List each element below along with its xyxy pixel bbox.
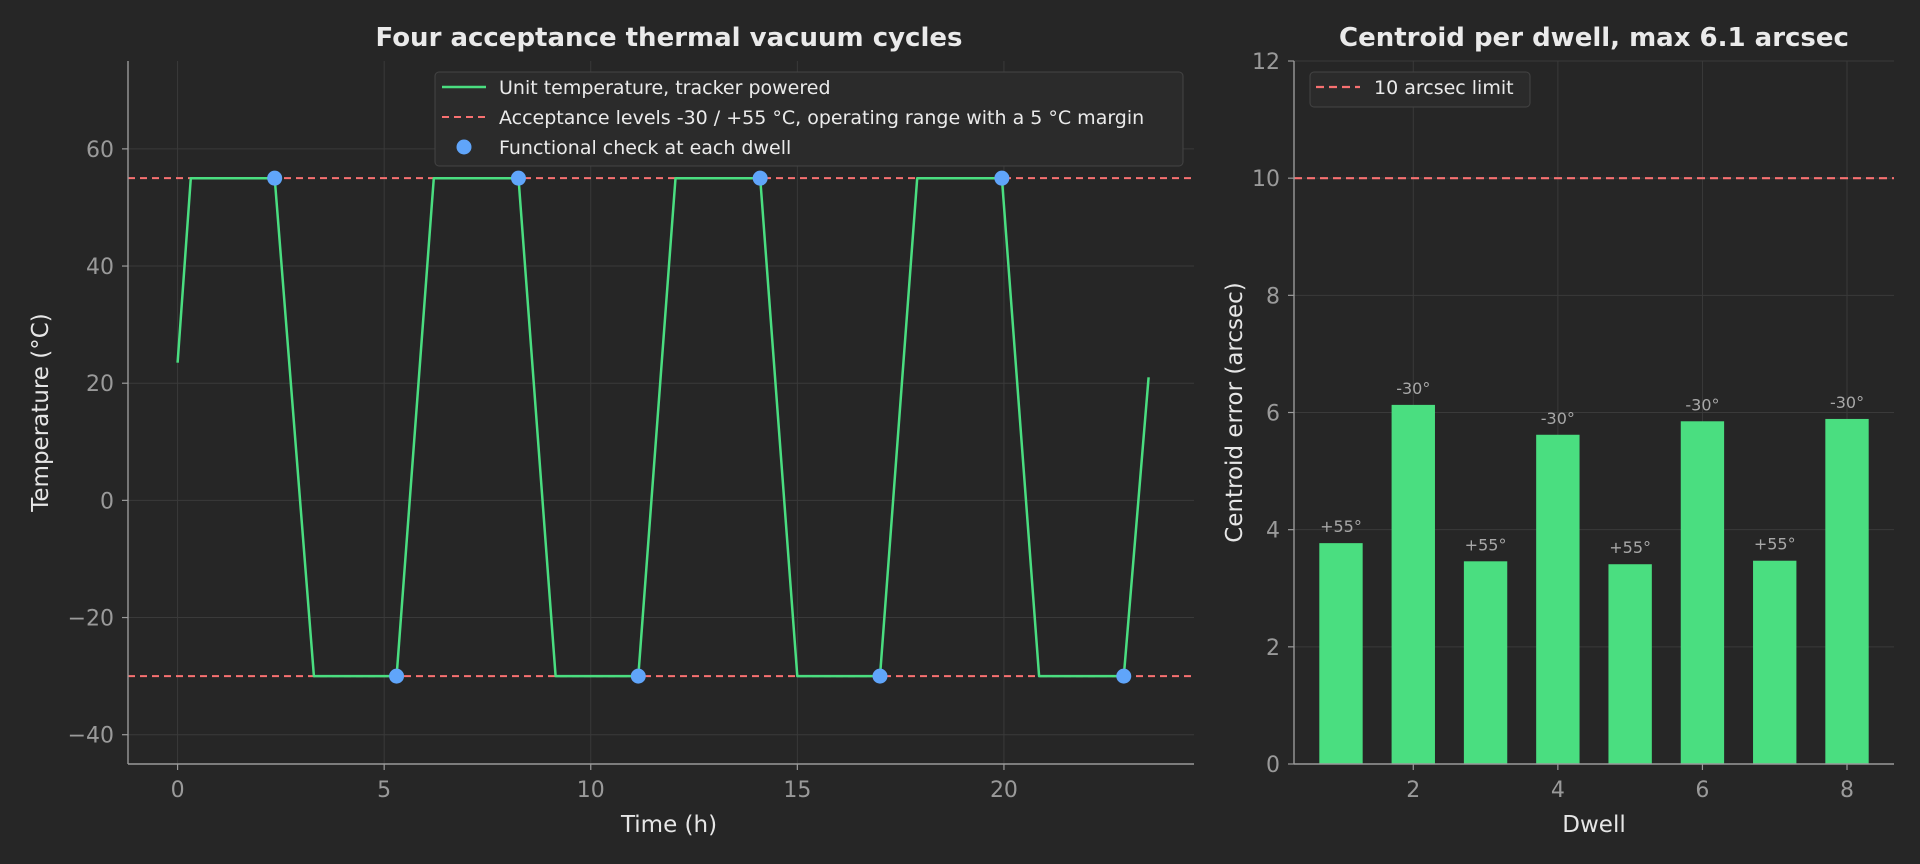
y-tick-label: 10: [1252, 167, 1280, 192]
x-tick-label: 10: [577, 778, 605, 803]
temperature-legend: Unit temperature, tracker powered Accept…: [434, 71, 1184, 167]
centroid-bar: [1391, 404, 1435, 764]
y-tick-label: −20: [68, 607, 114, 632]
x-tick-label: 8: [1840, 778, 1854, 803]
centroid-bar: [1463, 561, 1508, 764]
centroid-bar: [1608, 564, 1652, 764]
y-tick-label: 12: [1252, 50, 1280, 75]
x-tick-label: 5: [377, 778, 391, 803]
y-tick-label: 40: [86, 255, 114, 280]
bar-value-label: -30°: [1541, 409, 1575, 428]
centroid-panel: +55° -30° +55° -30° +55° -30° +55° -30° 2 4 6 8 0 2 4…: [1222, 23, 1894, 838]
centroid-legend-box: [1309, 71, 1531, 108]
y-tick-label: 8: [1266, 284, 1280, 309]
temperature-legend-box: [434, 71, 1184, 167]
y-tick-label: 0: [1266, 753, 1280, 778]
centroid-x-axis-label: Dwell: [1562, 812, 1625, 838]
bar-value-label: +55°: [1754, 535, 1796, 554]
centroid-bar: [1825, 418, 1869, 764]
y-tick-label: −40: [68, 724, 114, 749]
functional-check-point: [1116, 668, 1132, 684]
centroid-y-axis-label: Centroid error (arcsec): [1222, 282, 1248, 543]
functional-check-point: [872, 668, 888, 684]
x-tick-label: 2: [1406, 778, 1420, 803]
temperature-ticks: 0 5 10 15 20 −40 −20 0 20 40 60: [68, 138, 1018, 803]
functional-check-point: [510, 170, 526, 186]
y-tick-label: 0: [100, 489, 114, 514]
centroid-bar: [1680, 421, 1725, 764]
functional-check-point: [267, 170, 283, 186]
y-tick-label: 2: [1266, 636, 1280, 661]
bar-value-label: +55°: [1609, 538, 1651, 557]
x-tick-label: 15: [783, 778, 811, 803]
centroid-bar: [1536, 434, 1580, 764]
functional-check-point: [994, 170, 1010, 186]
functional-check-point: [630, 668, 646, 684]
centroid-bar: [1319, 543, 1363, 764]
x-tick-label: 4: [1551, 778, 1565, 803]
y-tick-label: 4: [1266, 519, 1280, 544]
centroid-bar: [1753, 560, 1797, 764]
legend-label-functional-check: Functional check at each dwell: [499, 137, 791, 159]
y-tick-label: 6: [1266, 402, 1280, 427]
x-tick-label: 6: [1695, 778, 1709, 803]
legend-label-temperature: Unit temperature, tracker powered: [499, 77, 831, 99]
bar-value-label: +55°: [1320, 517, 1362, 536]
y-tick-label: 20: [86, 372, 114, 397]
y-tick-label: 60: [86, 138, 114, 163]
x-tick-label: 0: [171, 778, 185, 803]
temperature-x-axis-label: Time (h): [620, 812, 717, 838]
bar-value-label: -30°: [1685, 395, 1719, 414]
centroid-data: +55° -30° +55° -30° +55° -30° +55° -30°: [1294, 177, 1894, 764]
bar-value-label: -30°: [1396, 379, 1430, 398]
legend-label-acceptance-levels: Acceptance levels -30 / +55 °C, operatin…: [499, 107, 1144, 129]
bar-value-label: -30°: [1830, 393, 1864, 412]
temperature-axes: [127, 61, 1194, 765]
legend-marker-swatch: [456, 139, 472, 155]
functional-check-point: [752, 170, 768, 186]
legend-label-limit: 10 arcsec limit: [1374, 77, 1514, 99]
temperature-data: [128, 170, 1194, 684]
centroid-legend: 10 arcsec limit: [1309, 71, 1531, 108]
temperature-y-axis-label: Temperature (°C): [28, 313, 54, 513]
temperature-line: [176, 176, 1150, 678]
temperature-chart-title: Four acceptance thermal vacuum cycles: [375, 23, 962, 53]
centroid-chart-title: Centroid per dwell, max 6.1 arcsec: [1339, 23, 1849, 53]
centroid-ticks: 2 4 6 8 0 2 4 6 8 10 12: [1252, 50, 1854, 803]
functional-check-point: [389, 668, 405, 684]
bar-value-label: +55°: [1465, 535, 1507, 554]
x-tick-label: 20: [990, 778, 1018, 803]
temperature-panel: 0 5 10 15 20 −40 −20 0 20 40 60 Four acceptance th…: [28, 23, 1194, 838]
